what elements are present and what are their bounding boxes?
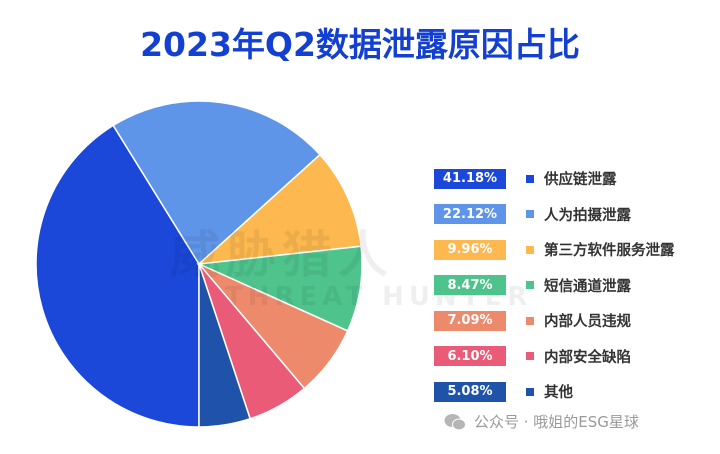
legend-item: 8.47% 短信通道泄露 <box>434 268 675 304</box>
value-badge: 7.09% <box>434 310 506 331</box>
value-badge: 6.10% <box>434 346 506 367</box>
value-badge: 9.96% <box>434 239 506 260</box>
pie-slice-6 <box>198 263 252 428</box>
legend-label: 人为拍摄泄露 <box>544 207 631 224</box>
pie-slice-0 <box>35 124 200 428</box>
footer: 公众号 · 哦姐的ESG星球 <box>444 411 639 432</box>
legend-swatch <box>526 281 534 290</box>
legend-label: 其他 <box>544 385 573 402</box>
legend-swatch <box>526 387 534 396</box>
value-badge: 22.12% <box>434 204 506 225</box>
value-badge: 5.08% <box>434 381 506 402</box>
footer-text: 公众号 · 哦姐的ESG星球 <box>474 413 639 431</box>
legend-swatch <box>526 210 534 219</box>
legend-item: 5.08% 其他 <box>434 374 675 410</box>
legend-swatch <box>526 245 534 254</box>
pie-slice-1 <box>112 100 321 266</box>
legend: 41.18% 供应链泄露 22.12% 人为拍摄泄露 9.96% 第三方软件服务泄露 8.4… <box>434 161 675 410</box>
chart-title: 2023年Q2数据泄露原因占比 <box>140 25 580 64</box>
legend-label: 供应链泄露 <box>544 172 617 189</box>
legend-swatch <box>526 352 534 361</box>
legend-label: 内部安全缺陷 <box>544 349 631 366</box>
pie-slice-3 <box>196 245 363 332</box>
value-badge: 41.18% <box>434 168 506 189</box>
legend-label: 第三方软件服务泄露 <box>544 243 675 260</box>
wechat-icon <box>444 413 466 430</box>
legend-swatch <box>526 174 534 183</box>
legend-item: 6.10% 内部安全缺陷 <box>434 339 675 375</box>
legend-label: 内部人员违规 <box>544 314 631 331</box>
pie-slice-2 <box>196 153 362 265</box>
legend-item: 9.96% 第三方软件服务泄露 <box>434 232 675 268</box>
legend-item: 7.09% 内部人员违规 <box>434 303 675 339</box>
legend-label: 短信通道泄露 <box>544 278 631 295</box>
legend-item: 22.12% 人为拍摄泄露 <box>434 197 675 233</box>
value-badge: 8.47% <box>434 275 506 296</box>
legend-item: 41.18% 供应链泄露 <box>434 161 675 197</box>
legend-swatch <box>526 316 534 325</box>
